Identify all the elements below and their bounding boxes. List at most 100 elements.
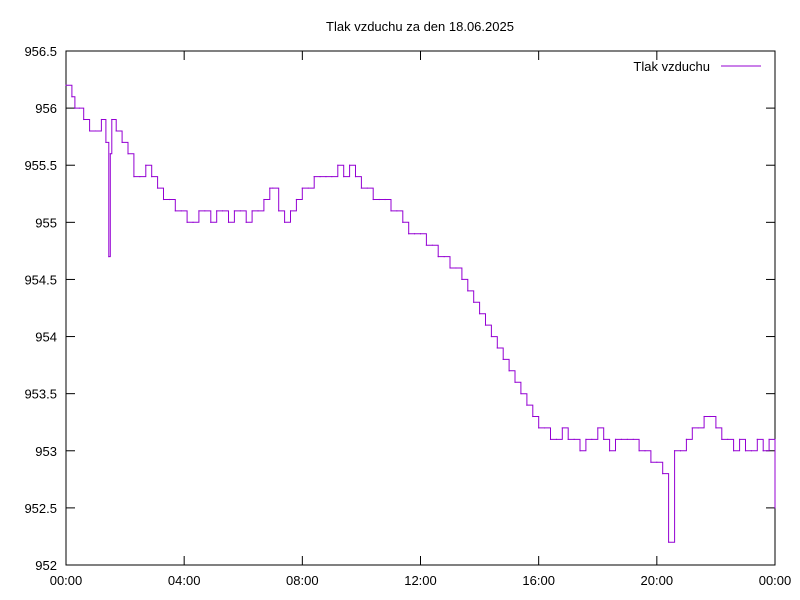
- data-point: [638, 450, 640, 452]
- data-point: [608, 450, 611, 452]
- data-point: [738, 438, 741, 440]
- data-point: [307, 187, 309, 189]
- data-point: [139, 176, 141, 178]
- data-point: [449, 267, 451, 269]
- data-point: [245, 221, 247, 223]
- data-point: [514, 381, 516, 383]
- data-point: [105, 141, 107, 143]
- data-point: [585, 438, 587, 440]
- x-tick-label: 12:00: [404, 573, 437, 588]
- data-point: [508, 370, 510, 372]
- data-point: [109, 153, 111, 155]
- data-point: [473, 301, 475, 303]
- data-point: [111, 118, 113, 121]
- data-point: [632, 438, 634, 440]
- data-point: [750, 450, 752, 452]
- data-point: [295, 198, 298, 201]
- data-point: [301, 187, 303, 189]
- data-point: [673, 450, 676, 452]
- data-point: [100, 118, 103, 121]
- data-point: [656, 461, 658, 463]
- data-point: [168, 198, 170, 201]
- data-point: [679, 450, 682, 452]
- data-point: [709, 415, 711, 418]
- data-point: [425, 244, 428, 246]
- data-point: [555, 438, 557, 440]
- data-point: [151, 176, 153, 178]
- x-tick-label: 16:00: [522, 573, 555, 588]
- data-point: [251, 210, 253, 212]
- data-point: [269, 187, 271, 189]
- data-point: [272, 187, 274, 189]
- x-tick-label: 04:00: [168, 573, 201, 588]
- legend-entry-label: Tlak vzduchu: [633, 59, 710, 74]
- y-tick-label: 955.5: [24, 158, 57, 173]
- y-tick-label: 953.5: [24, 387, 57, 402]
- data-point: [744, 450, 747, 452]
- data-point: [437, 256, 439, 258]
- data-point: [360, 187, 363, 189]
- data-point: [768, 438, 770, 440]
- data-point: [490, 335, 492, 338]
- data-point: [685, 438, 687, 440]
- data-point: [502, 358, 504, 360]
- data-point: [396, 210, 398, 212]
- data-point: [384, 198, 386, 201]
- data-point: [349, 164, 351, 166]
- data-point: [703, 415, 705, 418]
- data-point: [145, 164, 147, 166]
- data-point: [115, 130, 117, 132]
- data-point: [455, 267, 457, 269]
- data-point: [78, 107, 80, 109]
- data-point: [461, 278, 463, 281]
- data-point: [620, 438, 622, 440]
- data-point: [644, 450, 646, 452]
- data-point: [216, 210, 218, 212]
- data-point: [697, 427, 699, 429]
- x-axis: 00:00 04:00 08:00 12:00 16:00 20:00 00:00: [50, 51, 791, 588]
- y-axis: 952 952.5 953 953.5 954 954.5 955 955.5 956 956.5: [24, 44, 775, 573]
- data-point: [354, 176, 357, 178]
- data-point: [121, 141, 123, 143]
- data-point: [662, 473, 664, 475]
- data-point: [591, 438, 593, 440]
- data-point: [478, 313, 481, 315]
- y-tick-label: 953: [35, 444, 57, 459]
- data-point: [127, 153, 129, 155]
- y-tick-label: 952.5: [24, 501, 57, 516]
- data-point: [484, 324, 487, 326]
- data-point: [561, 427, 563, 429]
- data-point: [727, 438, 729, 440]
- data-point: [337, 164, 339, 166]
- data-point: [756, 438, 758, 440]
- data-point: [210, 221, 212, 223]
- y-tick-label: 956.5: [24, 44, 57, 59]
- data-point: [378, 198, 380, 201]
- data-point: [239, 210, 241, 212]
- data-point: [94, 130, 97, 132]
- data-point: [325, 176, 327, 178]
- data-point: [71, 96, 73, 98]
- data-point: [543, 427, 546, 429]
- data-point: [372, 198, 374, 201]
- data-point: [198, 210, 200, 212]
- data-point: [83, 118, 85, 121]
- data-point: [496, 347, 498, 349]
- data-point: [331, 176, 333, 178]
- data-point: [65, 84, 67, 86]
- data-point: [284, 221, 286, 223]
- data-point: [721, 438, 723, 440]
- series-layer: [65, 84, 776, 543]
- data-point: [263, 198, 265, 201]
- data-point: [567, 438, 569, 440]
- y-tick-label: 954.5: [24, 272, 57, 287]
- data-point: [549, 438, 552, 440]
- data-point: [762, 450, 764, 452]
- data-point: [313, 176, 315, 178]
- data-point: [668, 541, 670, 543]
- data-point: [431, 244, 433, 246]
- chart-title: Tlak vzduchu za den 18.06.2025: [326, 19, 514, 34]
- data-point: [221, 210, 224, 212]
- data-point: [319, 176, 321, 178]
